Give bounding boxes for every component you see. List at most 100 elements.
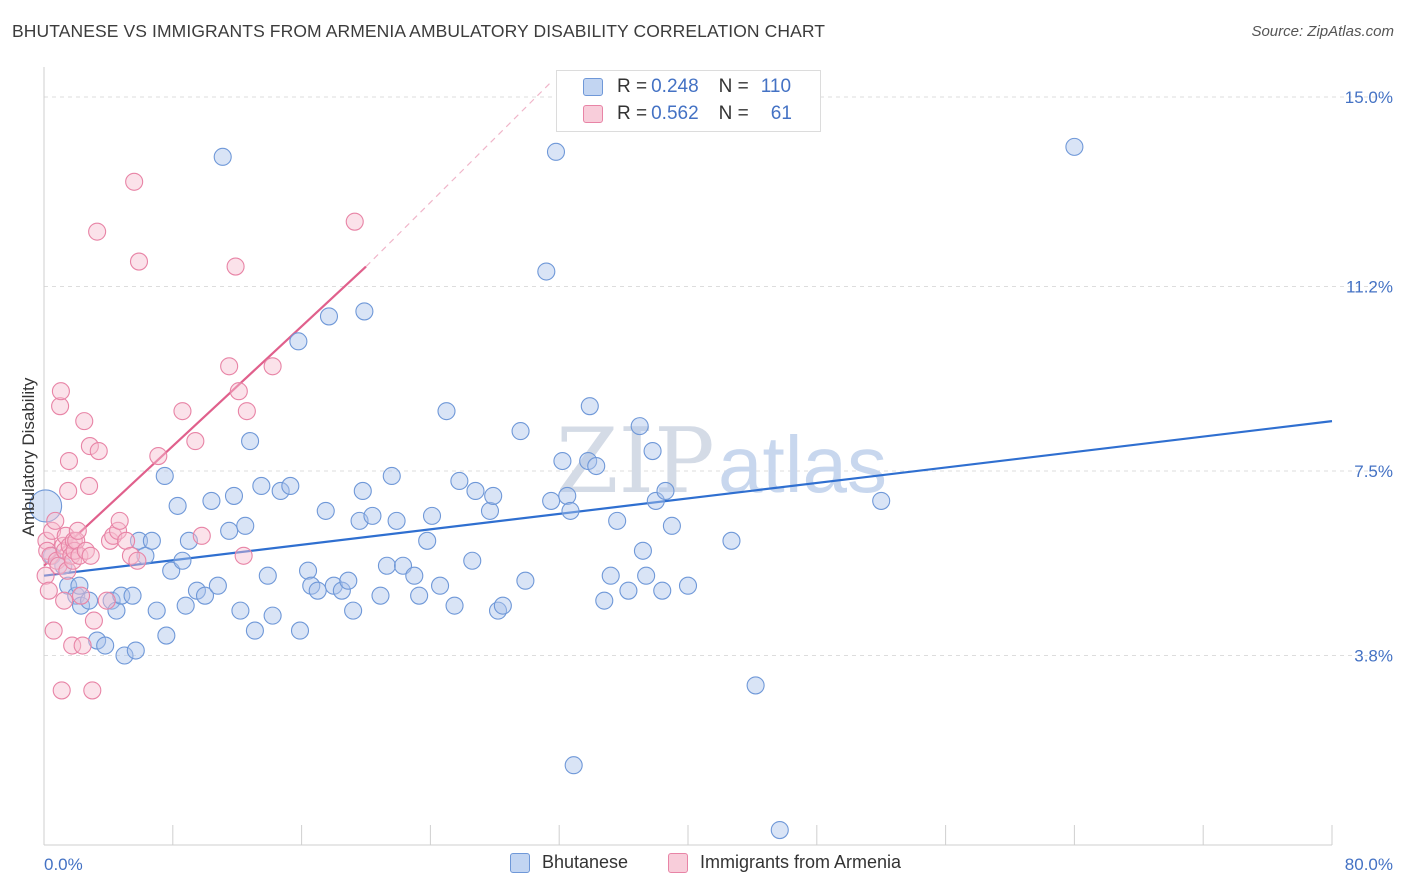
point-bhutanese xyxy=(662,516,681,535)
trend-armenia xyxy=(43,265,367,567)
point-armenia xyxy=(49,556,68,575)
point-bhutanese xyxy=(157,626,176,645)
point-bhutanese xyxy=(208,576,227,595)
watermark-atlas: atlas xyxy=(718,420,887,509)
point-bhutanese xyxy=(619,581,638,600)
point-bhutanese xyxy=(96,636,115,655)
point-bhutanese xyxy=(643,442,662,461)
trend-bhutanese xyxy=(43,420,1333,577)
point-bhutanese xyxy=(176,596,195,615)
point-bhutanese xyxy=(437,402,456,421)
point-bhutanese xyxy=(405,566,424,585)
point-bhutanese xyxy=(445,596,464,615)
point-bhutanese xyxy=(637,566,656,585)
point-bhutanese xyxy=(271,481,290,500)
point-bhutanese xyxy=(213,147,232,166)
point-bhutanese xyxy=(281,476,300,496)
point-bhutanese xyxy=(129,531,149,550)
legend-label-armenia: Immigrants from Armenia xyxy=(700,852,902,872)
point-armenia xyxy=(125,172,144,191)
point-armenia xyxy=(52,681,71,700)
point-armenia xyxy=(83,681,102,700)
point-bhutanese xyxy=(142,531,161,550)
grid-lines xyxy=(44,96,1380,657)
points-armenia xyxy=(36,172,364,700)
point-armenia xyxy=(46,511,65,530)
legend-row-armenia: R = 0.562 N = 61 xyxy=(583,103,792,125)
point-bhutanese xyxy=(653,581,672,600)
point-bhutanese xyxy=(553,451,572,471)
point-bhutanese xyxy=(484,486,503,505)
source-label: Source: ZipAtlas.com xyxy=(1251,23,1394,40)
point-bhutanese xyxy=(316,501,335,520)
point-armenia xyxy=(84,611,103,630)
point-bhutanese xyxy=(377,556,396,575)
point-armenia xyxy=(73,636,92,655)
x-tick-label: 0.0% xyxy=(44,855,83,874)
point-armenia xyxy=(263,357,282,376)
point-bhutanese xyxy=(236,516,255,535)
point-bhutanese xyxy=(332,581,351,600)
legend-swatch-armenia xyxy=(668,852,688,873)
point-bhutanese xyxy=(363,506,382,525)
point-bhutanese xyxy=(126,641,145,660)
point-bhutanese xyxy=(220,521,239,540)
point-armenia xyxy=(229,382,248,401)
point-bhutanese xyxy=(431,576,450,595)
point-bhutanese xyxy=(722,531,741,550)
point-bhutanese xyxy=(646,491,665,510)
point-armenia xyxy=(71,586,91,605)
point-armenia xyxy=(88,222,107,241)
point-armenia xyxy=(39,581,58,600)
point-bhutanese xyxy=(382,466,401,486)
legend-r-value: 0.562 xyxy=(651,103,699,124)
point-bhutanese xyxy=(224,486,244,505)
point-bhutanese xyxy=(410,586,429,605)
point-armenia xyxy=(192,526,211,545)
point-bhutanese xyxy=(595,591,614,610)
point-armenia xyxy=(58,561,77,580)
legend-item-armenia: Immigrants from Armenia xyxy=(668,852,901,873)
point-bhutanese xyxy=(339,571,358,590)
legend-n-value: 110 xyxy=(760,76,792,97)
trend-armenia-extension xyxy=(365,81,552,267)
point-armenia xyxy=(36,566,55,585)
point-armenia xyxy=(80,476,99,496)
point-armenia xyxy=(44,621,63,640)
point-bhutanese xyxy=(450,471,469,491)
point-bhutanese xyxy=(231,601,250,620)
point-bhutanese xyxy=(195,586,215,605)
point-bhutanese xyxy=(387,511,406,530)
point-bhutanese xyxy=(488,601,508,620)
point-bhutanese xyxy=(516,571,535,590)
point-bhutanese xyxy=(241,432,260,451)
y-tick-labels: 15.0% 11.2% 7.5% 3.8% xyxy=(1345,88,1393,666)
point-armenia xyxy=(97,591,116,610)
point-bhutanese xyxy=(1065,137,1084,156)
point-bhutanese xyxy=(289,332,308,351)
point-armenia xyxy=(345,212,364,231)
point-bhutanese xyxy=(263,606,282,625)
point-bhutanese xyxy=(308,581,327,600)
point-bhutanese xyxy=(493,596,512,615)
y-tick-label: 3.8% xyxy=(1354,647,1393,666)
trend-line-armenia xyxy=(43,81,552,567)
point-armenia xyxy=(68,521,87,540)
point-bhutanese xyxy=(393,556,413,575)
point-armenia xyxy=(51,397,70,416)
point-bhutanese xyxy=(344,601,363,620)
x-tick-label: 80.0% xyxy=(1345,855,1393,874)
point-armenia xyxy=(237,402,256,421)
point-armenia xyxy=(110,511,129,530)
point-bhutanese xyxy=(162,561,181,580)
point-bhutanese xyxy=(123,586,142,605)
point-armenia xyxy=(89,442,108,461)
point-bhutanese xyxy=(480,501,500,520)
point-bhutanese xyxy=(537,262,556,281)
point-armenia xyxy=(42,521,62,540)
point-bhutanese xyxy=(155,466,174,486)
watermark: ZIP atlas xyxy=(556,409,887,514)
y-axis-label: Ambulatory Disability xyxy=(19,377,38,536)
point-armenia xyxy=(59,481,78,500)
